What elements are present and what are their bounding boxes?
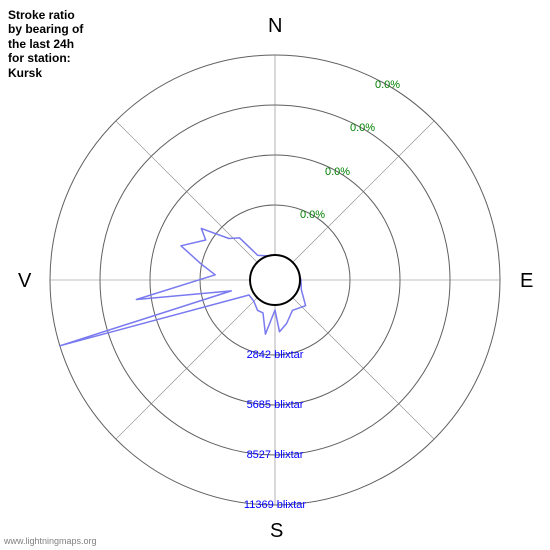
ring-label-count-0: 2842 blixtar <box>247 349 304 361</box>
cardinal-e: E <box>520 270 533 293</box>
cardinal-n: N <box>268 15 282 38</box>
polar-chart-svg <box>0 0 550 550</box>
cardinal-v: V <box>18 270 31 293</box>
ring-label-count-1: 5685 blixtar <box>247 399 304 411</box>
ring-label-count-3: 11369 blixtar <box>244 499 306 511</box>
ring-label-percent-2: 0.0% <box>350 122 375 134</box>
chart-container: Stroke ratio by bearing of the last 24h … <box>0 0 550 550</box>
ring-label-percent-0: 0.0% <box>300 209 325 221</box>
ring-label-count-2: 8527 blixtar <box>247 449 304 461</box>
cardinal-s: S <box>270 520 283 543</box>
footer-url: www.lightningmaps.org <box>4 536 97 546</box>
ring-label-percent-3: 0.0% <box>375 79 400 91</box>
ring-label-percent-1: 0.0% <box>325 166 350 178</box>
